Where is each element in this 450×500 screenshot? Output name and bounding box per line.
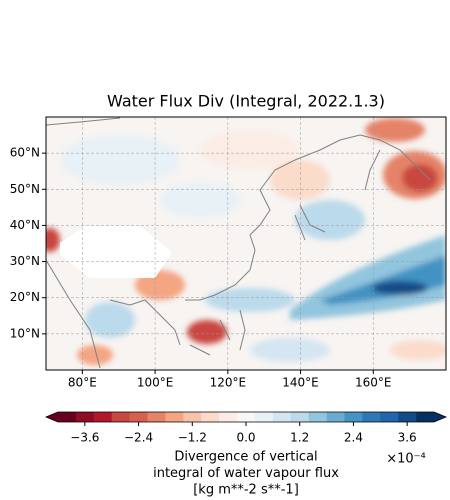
colorbar-extend-high xyxy=(434,412,446,422)
colorbar-label: [kg m**-2 s**-1] xyxy=(193,483,299,498)
lon-tick-label: 80°E xyxy=(68,376,97,390)
colorbar-tick-label: 0.0 xyxy=(236,431,255,445)
lon-tick-label: 100°E xyxy=(137,376,174,390)
colorbar-bin xyxy=(272,412,292,422)
lat-tick-label: 20°N xyxy=(10,290,40,304)
lat-tick-label: 10°N xyxy=(10,326,40,340)
colorbar-bin xyxy=(201,412,220,422)
colorbar-tick-label: 1.2 xyxy=(290,431,309,445)
colorbar-bin xyxy=(362,412,381,422)
colorbar-bin xyxy=(254,412,274,422)
colorbar-bin xyxy=(380,412,399,422)
lat-tick-label: 30°N xyxy=(10,254,40,268)
colorbar-bin xyxy=(290,412,309,422)
colorbar-bin xyxy=(344,412,363,422)
colorbar-bin xyxy=(237,412,256,422)
lat-tick-label: 40°N xyxy=(10,218,40,232)
colorbar-tick-label: 2.4 xyxy=(344,431,363,445)
colorbar-bin xyxy=(165,412,184,422)
colorbar-extend-low xyxy=(46,412,58,422)
lon-tick-label: 120°E xyxy=(210,376,247,390)
colorbar-bin xyxy=(308,412,327,422)
colorbar-bin xyxy=(219,412,238,422)
colorbar-bin xyxy=(111,412,130,422)
missing-data xyxy=(60,226,172,278)
colorbar-bin xyxy=(326,412,345,422)
colorbar-bin xyxy=(416,412,435,422)
colorbar-outline xyxy=(44,411,448,423)
colorbar-tick-label: 3.6 xyxy=(398,431,417,445)
colorbar-tick-label: −3.6 xyxy=(70,431,99,445)
map-frame xyxy=(45,116,447,371)
colorbar-label: Divergence of vertical xyxy=(174,450,317,465)
colorbar-offset: ×10⁻⁴ xyxy=(386,452,426,467)
colorbar-bin xyxy=(183,412,202,422)
colorbar-bin xyxy=(147,412,166,422)
lat-tick-label: 50°N xyxy=(10,182,40,196)
graticule: 80°E 100°E 120°E 140°E 160°E 10°N 20°N 30°N 40°N… xyxy=(10,117,446,390)
lat-tick-label: 60°N xyxy=(10,146,40,160)
colorbar-bin xyxy=(129,412,148,422)
coastline xyxy=(46,117,431,369)
colorbar: −3.6 −2.4 −1.2 0.0 1.2 2.4 3.6 Divergence of ve… xyxy=(44,411,448,498)
colorbar-bin xyxy=(93,412,113,422)
colorbar-tick-label: −2.4 xyxy=(124,431,153,445)
colorbar-label: integral of water vapour flux xyxy=(153,466,339,481)
colorbar-tick-label: −1.2 xyxy=(178,431,207,445)
lon-tick-label: 140°E xyxy=(282,376,319,390)
lon-tick-label: 160°E xyxy=(355,376,392,390)
colorbar-bin xyxy=(398,412,417,422)
colorbar-bin xyxy=(58,412,77,422)
map-field xyxy=(46,117,446,370)
colorbar-bin xyxy=(75,412,95,422)
map-title: Water Flux Div (Integral, 2022.1.3) xyxy=(107,92,385,111)
